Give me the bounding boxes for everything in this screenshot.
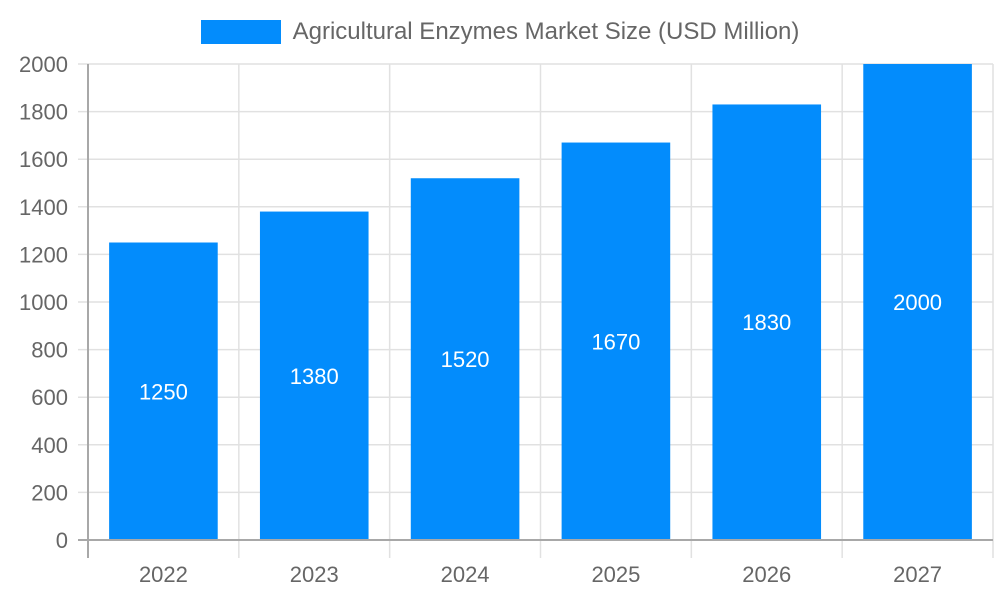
y-tick-label: 200 xyxy=(31,480,68,505)
y-tick-label: 800 xyxy=(31,338,68,363)
y-tick-label: 1800 xyxy=(19,100,68,125)
bar-2022[interactable] xyxy=(109,242,218,541)
x-tick-label: 2027 xyxy=(893,562,942,587)
bar-value-label: 1670 xyxy=(591,329,640,354)
y-axis-labels: 0 200 400 600 800 1000 1200 1400 1600 1800 2000 xyxy=(19,52,68,553)
bar-2024[interactable] xyxy=(410,178,520,541)
y-tick-label: 1600 xyxy=(19,147,68,172)
y-tick-label: 600 xyxy=(31,385,68,410)
axes xyxy=(78,64,993,558)
bar-value-label: 1830 xyxy=(742,310,791,335)
x-tick-label: 2022 xyxy=(139,562,188,587)
y-tick-label: 1200 xyxy=(19,242,68,267)
y-tick-label: 1400 xyxy=(19,195,68,220)
y-tick-label: 2000 xyxy=(19,52,68,77)
bar-2026[interactable] xyxy=(712,104,822,541)
x-tick-label: 2026 xyxy=(742,562,791,587)
bar-2023[interactable] xyxy=(259,211,369,540)
y-tick-label: 0 xyxy=(56,528,68,553)
bar-value-label: 1250 xyxy=(139,379,188,404)
bar-value-label: 2000 xyxy=(893,290,942,315)
x-tick-label: 2025 xyxy=(591,562,640,587)
y-tick-label: 400 xyxy=(31,433,68,458)
x-axis-labels: 2022 2023 2024 2025 2026 2027 xyxy=(139,562,942,587)
chart-legend: Agricultural Enzymes Market Size (USD Mi… xyxy=(0,18,1000,46)
bar-2025[interactable] xyxy=(561,142,671,541)
legend-label: Agricultural Enzymes Market Size (USD Mi… xyxy=(292,18,800,45)
bar-value-labels: 1250 1380 1520 1670 1830 2000 xyxy=(139,290,942,404)
bar-value-label: 1380 xyxy=(290,364,339,389)
bars xyxy=(109,64,972,541)
x-tick-label: 2023 xyxy=(290,562,339,587)
x-tick-label: 2024 xyxy=(441,562,490,587)
legend-swatch[interactable] xyxy=(200,20,281,44)
bar-value-label: 1520 xyxy=(441,347,490,372)
y-tick-label: 1000 xyxy=(19,290,68,315)
bar-2027[interactable] xyxy=(863,64,972,540)
